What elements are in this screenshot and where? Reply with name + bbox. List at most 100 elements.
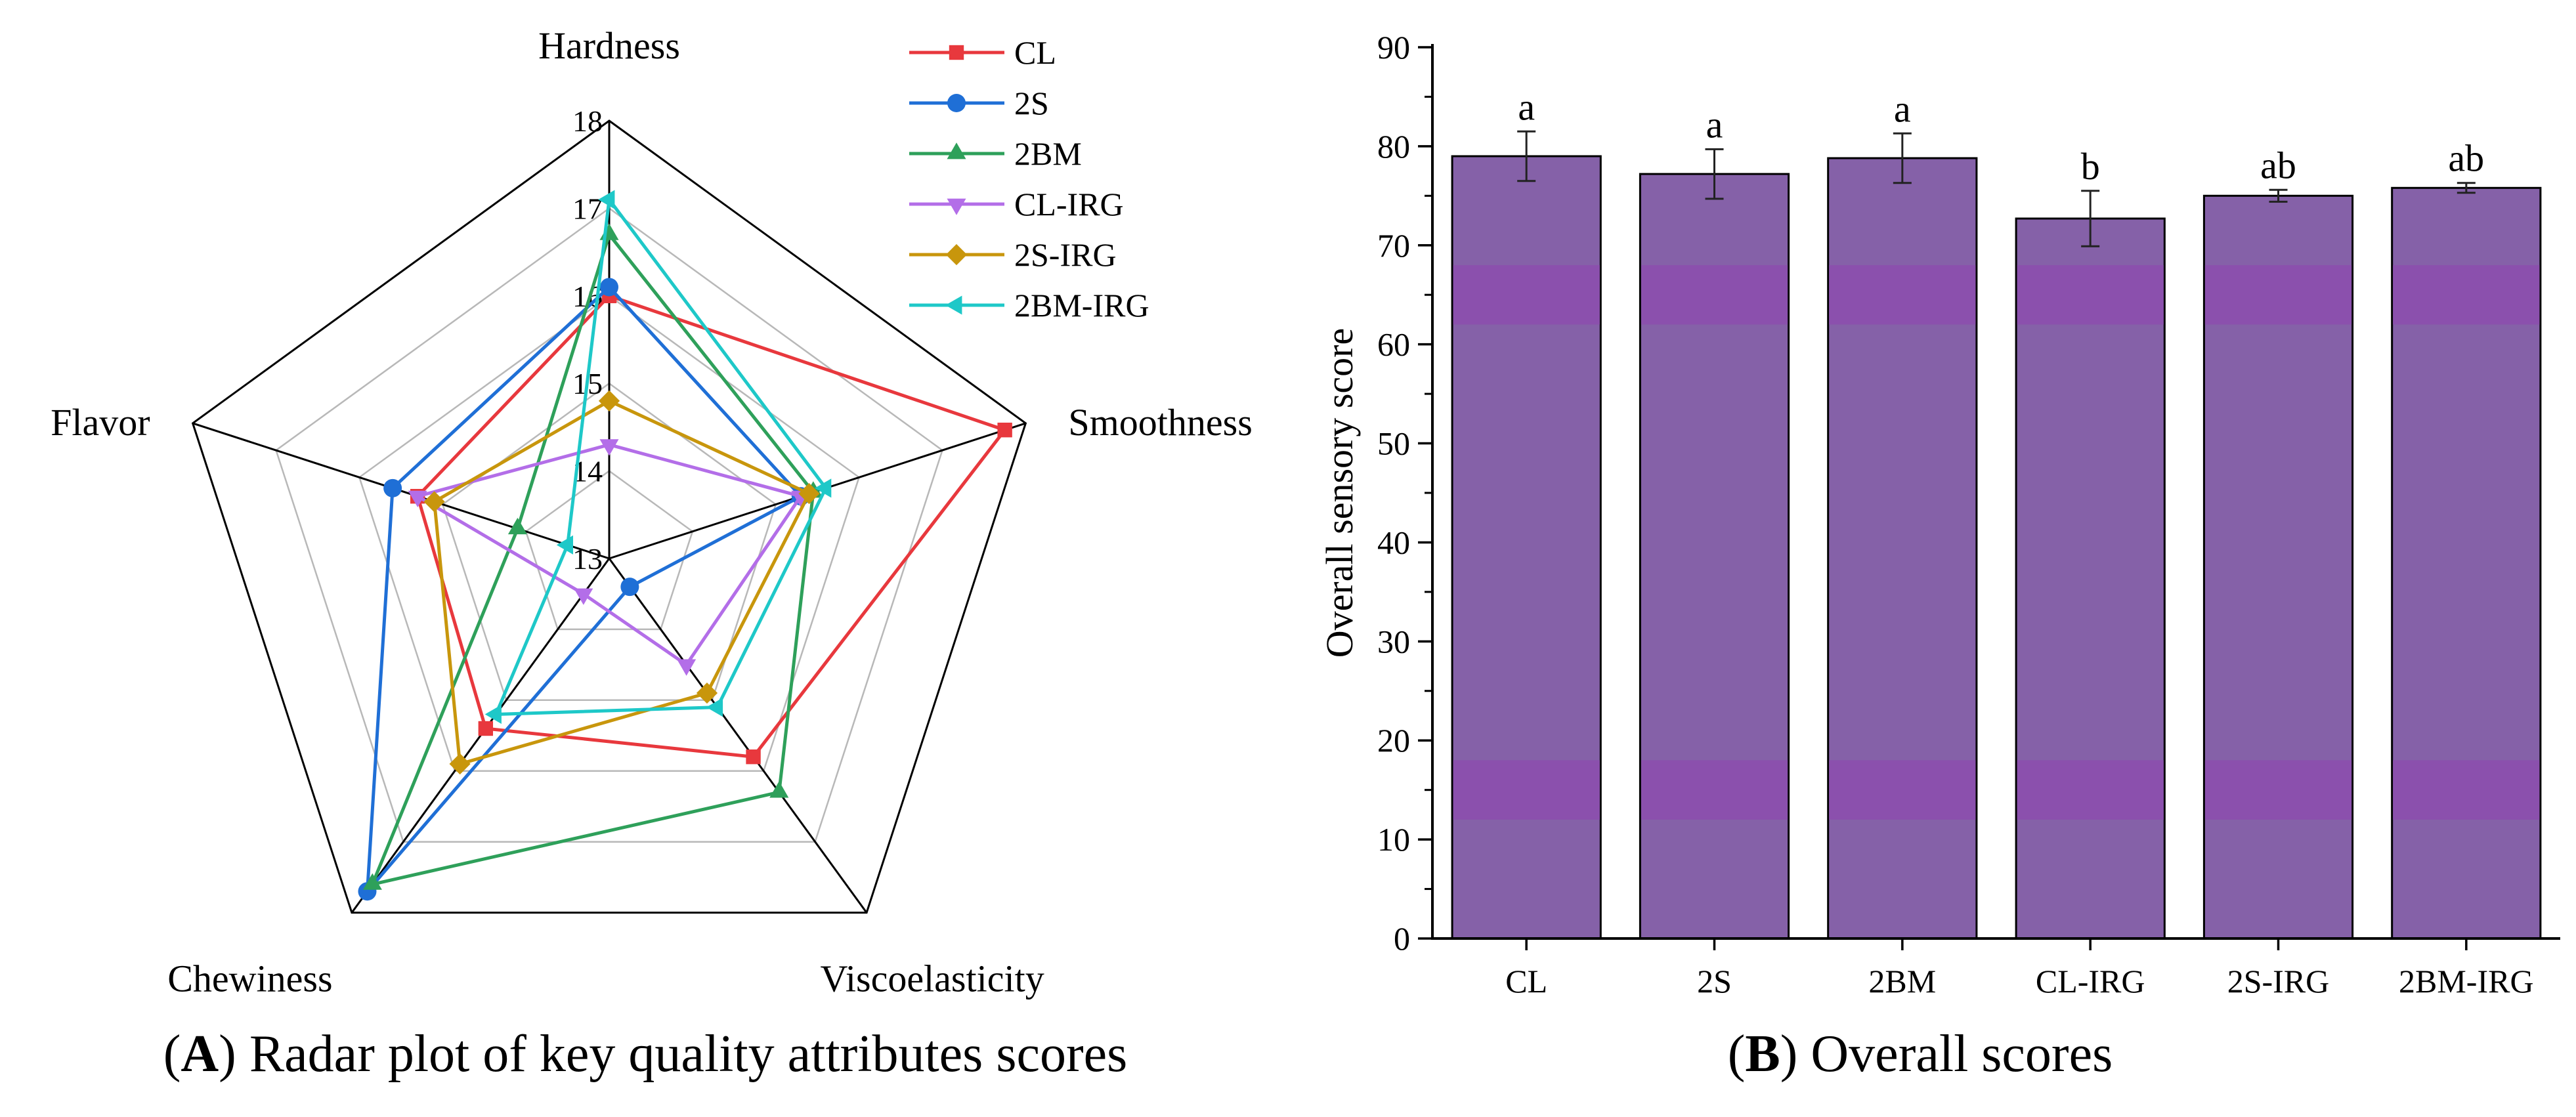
radar-spoke xyxy=(608,558,868,914)
legend-marker-2s xyxy=(947,94,966,112)
data-point-2bm-irg-viscoelasticity xyxy=(706,698,723,717)
bar-band-lower xyxy=(1641,760,1788,820)
legend-item-2s: 2S xyxy=(909,85,1049,121)
bar-band-upper xyxy=(1641,265,1788,325)
bar-band-lower xyxy=(1829,760,1976,820)
radar-axis-label-chewiness: Chewiness xyxy=(167,958,332,1000)
data-point-2bm-irg-hardness xyxy=(598,190,615,209)
error-bar-2bm-irg xyxy=(2457,182,2476,194)
series-line-2s xyxy=(366,285,803,893)
y-tick-label: 20 xyxy=(1377,722,1410,759)
data-point-2s-irg-viscoelasticity xyxy=(696,682,718,704)
x-tick-label-cl: CL xyxy=(1505,963,1547,1000)
legend-item-2s-irg: 2S-IRG xyxy=(909,236,1117,273)
bar-band-upper xyxy=(1453,265,1600,325)
data-point-2s-irg-hardness xyxy=(598,390,620,411)
legend-label-2bm-irg: 2BM-IRG xyxy=(1014,287,1149,324)
data-point-2s-irg-smoothness xyxy=(798,482,820,505)
legend-marker-2s-irg xyxy=(945,243,968,266)
y-tick-label: 60 xyxy=(1377,326,1410,363)
error-bar-cl-irg xyxy=(2081,190,2100,247)
radar-grid-ring xyxy=(275,207,943,843)
series-line-2bm xyxy=(370,232,815,886)
error-bar-2bm xyxy=(1893,132,1912,184)
data-point-cl-irg-chewiness xyxy=(574,588,593,605)
data-point-cl-chewiness xyxy=(478,721,494,736)
data-point-2bm-hardness xyxy=(599,223,619,240)
y-tick-label: 40 xyxy=(1377,524,1410,560)
y-tick-label: 0 xyxy=(1394,920,1410,957)
caption-a-text: Radar plot of key quality attributes sco… xyxy=(249,1025,1127,1083)
radar-tick-label: 18 xyxy=(572,104,603,138)
data-point-2bm-irg-smoothness xyxy=(815,478,832,498)
data-point-2bm-irg-flavor xyxy=(556,535,573,555)
caption-b-text: Overall scores xyxy=(1811,1025,2113,1083)
radar-grid xyxy=(191,119,1027,914)
bar-band-upper xyxy=(2393,265,2540,325)
legend-item-cl: CL xyxy=(909,34,1056,71)
series-2bm-irg xyxy=(484,190,832,724)
legend-label-cl: CL xyxy=(1014,34,1056,71)
bar-axes: 0 10 20 30 40 50 60 70 80 90 Overall sensory score xyxy=(1318,29,2560,957)
data-point-cl-irg-viscoelasticity xyxy=(677,659,697,676)
caption-b-letter: B xyxy=(1745,1025,1780,1083)
data-point-cl-viscoelasticity xyxy=(746,749,761,765)
data-point-cl-irg-hardness xyxy=(599,439,619,456)
data-point-2bm-flavor xyxy=(507,517,527,535)
radar-series xyxy=(358,190,1012,901)
data-point-2bm-chewiness xyxy=(362,873,382,890)
bars xyxy=(1451,130,2542,940)
y-tick-label: 30 xyxy=(1377,623,1410,660)
series-line-cl-irg xyxy=(416,443,803,667)
error-bar-2s-irg xyxy=(2269,188,2288,203)
significance-label-cl: a xyxy=(1518,85,1535,128)
bar-labels: a CL a 2S a 2BM b CL-IRG ab 2S-IRG ab 2BM-IRG xyxy=(1505,85,2533,1000)
legend-label-cl-irg: CL-IRG xyxy=(1014,186,1124,222)
data-point-2s-irg-flavor xyxy=(423,491,445,513)
bar-band-lower xyxy=(2393,760,2540,820)
bar-cl-irg xyxy=(2015,217,2166,940)
caption-b: (B) Overall scores xyxy=(1728,1025,2113,1083)
bar-band-lower xyxy=(2017,760,2164,820)
y-axis-title: Overall sensory score xyxy=(1318,328,1361,658)
legend-item-2bm: 2BM xyxy=(909,135,1082,172)
x-tick-label-2bm-irg: 2BM-IRG xyxy=(2399,963,2534,1000)
legend-label-2s: 2S xyxy=(1014,85,1049,121)
radar-grid-ring xyxy=(525,470,694,631)
legend-item-cl-irg: CL-IRG xyxy=(909,186,1124,222)
radar-tick-label: 17 xyxy=(572,192,603,225)
caption-a: (A) Radar plot of key quality attributes… xyxy=(163,1025,1127,1083)
radar-axis-label-hardness: Hardness xyxy=(538,24,680,67)
y-tick-label: 50 xyxy=(1377,425,1410,462)
series-2s-irg xyxy=(423,390,820,775)
y-tick-label: 80 xyxy=(1377,128,1410,165)
y-tick-label: 90 xyxy=(1377,29,1410,66)
radar-grid-ring xyxy=(191,119,1027,914)
data-point-2bm-irg-chewiness xyxy=(484,704,502,724)
caption-a-letter: A xyxy=(181,1025,219,1083)
bar-chart: 0 10 20 30 40 50 60 70 80 90 Overall sensory score… xyxy=(1318,29,2560,1000)
bar-band-upper xyxy=(2017,265,2164,325)
x-tick-label-2s: 2S xyxy=(1697,963,1732,1000)
error-bar-2s xyxy=(1705,148,1724,200)
series-cl-irg xyxy=(408,439,811,676)
radar-axis-label-flavor: Flavor xyxy=(51,401,150,444)
series-line-cl xyxy=(416,294,1007,759)
radar-grid-ring xyxy=(358,295,861,772)
error-bar-cl xyxy=(1517,130,1536,182)
significance-label-cl-irg: b xyxy=(2081,145,2100,188)
radar-axis-labels: Hardness Smoothness Viscoelasticity Chewine… xyxy=(51,24,1253,1000)
radar-grid-ring xyxy=(441,382,777,702)
y-tick-label: 70 xyxy=(1377,227,1410,264)
legend-label-2s-irg: 2S-IRG xyxy=(1014,236,1117,273)
bar-band-lower xyxy=(1453,760,1600,820)
significance-label-2bm-irg: ab xyxy=(2448,137,2484,180)
radar-axis-label-viscoelasticity: Viscoelasticity xyxy=(820,958,1044,1000)
data-point-cl-irg-flavor xyxy=(408,490,427,507)
x-tick-label-2bm: 2BM xyxy=(1868,963,1936,1000)
legend-marker-cl xyxy=(949,45,964,60)
series-line-2bm-irg xyxy=(494,198,828,716)
legend-item-2bm-irg: 2BM-IRG xyxy=(909,287,1149,324)
